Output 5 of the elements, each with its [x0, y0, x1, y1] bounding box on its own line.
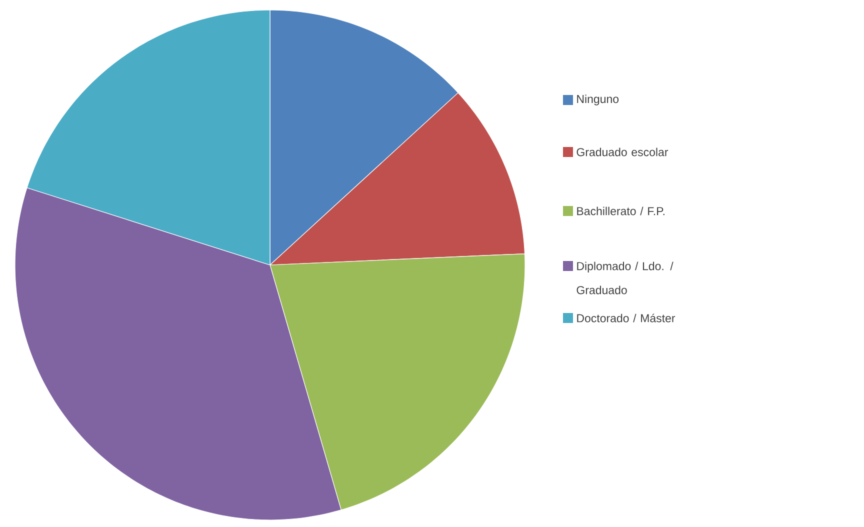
- legend-label: Ninguno: [577, 94, 619, 106]
- legend-label: Doctorado / Máster: [577, 314, 676, 322]
- legend-label: Bachillerato / F.P.: [577, 206, 664, 216]
- legend-label: Graduado escolar: [576, 148, 668, 156]
- legend-label: Diplomado / Ldo. / Graduado: [576, 262, 674, 294]
